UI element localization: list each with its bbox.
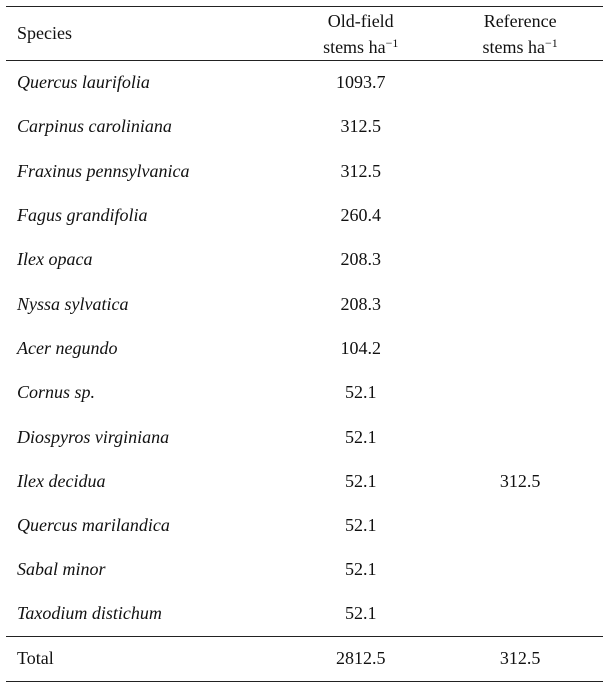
old-field-cell: 52.1 (344, 603, 377, 624)
table-row: Quercus marilandica 52.1 (6, 503, 603, 547)
old-field-cell: 208.3 (340, 293, 381, 314)
table-row: Taxodium distichum 52.1 (6, 592, 603, 636)
old-field-cell: 52.1 (344, 470, 377, 491)
species-density-table: Species Old-field stems ha−1 Reference s… (6, 6, 603, 682)
reference-cell (451, 415, 603, 459)
total-reference: 312.5 (451, 635, 603, 682)
old-field-cell: 52.1 (344, 515, 377, 536)
species-cell: Quercus laurifolia (17, 72, 150, 93)
table-row: Nyssa sylvatica 208.3 (6, 282, 603, 326)
old-field-cell: 52.1 (344, 382, 377, 403)
table-row: Carpinus caroliniana 312.5 (6, 105, 603, 149)
old-field-cell: 52.1 (344, 426, 377, 447)
species-cell: Cornus sp. (17, 382, 96, 403)
species-cell: Diospyros virginiana (17, 426, 170, 447)
old-field-header-line1: Old-field (327, 10, 394, 31)
header-row: Species Old-field stems ha−1 Reference s… (6, 6, 603, 61)
species-cell: Fraxinus pennsylvanica (17, 160, 190, 181)
species-cell: Quercus marilandica (17, 515, 170, 536)
reference-cell (451, 61, 603, 105)
table-row: Acer negundo 104.2 (6, 326, 603, 370)
species-header-label: Species (17, 23, 72, 43)
species-cell: Taxodium distichum (17, 603, 162, 624)
species-cell: Acer negundo (17, 337, 118, 358)
table-row: Fagus grandifolia 260.4 (6, 193, 603, 237)
reference-column-header: Reference stems ha−1 (451, 6, 603, 61)
table-row: Cornus sp. 52.1 (6, 371, 603, 415)
reference-cell (451, 548, 603, 592)
reference-header-line2: stems ha (482, 36, 546, 57)
reference-cell (451, 193, 603, 237)
old-field-header-superscript: −1 (385, 35, 399, 50)
table-header: Species Old-field stems ha−1 Reference s… (6, 6, 603, 61)
species-density-table-container: Species Old-field stems ha−1 Reference s… (6, 6, 603, 682)
reference-cell (451, 503, 603, 547)
reference-cell (451, 371, 603, 415)
reference-cell (451, 326, 603, 370)
species-cell: Sabal minor (17, 559, 106, 580)
reference-header-line1: Reference (483, 10, 557, 31)
species-column-header: Species (6, 6, 293, 61)
reference-cell (451, 105, 603, 149)
table-row: Quercus laurifolia 1093.7 (6, 61, 603, 105)
old-field-cell: 52.1 (344, 559, 377, 580)
species-cell: Nyssa sylvatica (17, 293, 129, 314)
table-body: Quercus laurifolia 1093.7 Carpinus carol… (6, 61, 603, 682)
old-field-cell: 312.5 (340, 160, 381, 181)
reference-cell (451, 592, 603, 636)
table-row: Diospyros virginiana 52.1 (6, 415, 603, 459)
table-row: Sabal minor 52.1 (6, 548, 603, 592)
reference-cell (451, 282, 603, 326)
old-field-header-line2: stems ha (323, 36, 386, 57)
species-cell: Ilex opaca (17, 249, 93, 270)
reference-header-line2-wrap: stems ha−1 (451, 32, 589, 58)
species-cell: Carpinus caroliniana (17, 116, 172, 137)
reference-cell (451, 149, 603, 193)
total-row: Total 2812.5 312.5 (6, 635, 603, 682)
old-field-cell: 104.2 (340, 337, 381, 358)
old-field-cell: 208.3 (340, 249, 381, 270)
old-field-column-header: Old-field stems ha−1 (292, 6, 452, 61)
total-old-field: 2812.5 (292, 635, 452, 682)
table-row: Ilex opaca 208.3 (6, 238, 603, 282)
reference-cell: 312.5 (499, 470, 541, 491)
old-field-cell: 312.5 (340, 116, 381, 137)
old-field-cell: 260.4 (340, 205, 381, 226)
old-field-cell: 1093.7 (335, 72, 386, 93)
table-row: Fraxinus pennsylvanica 312.5 (6, 149, 603, 193)
species-cell: Ilex decidua (17, 470, 106, 491)
old-field-header-line2-wrap: stems ha−1 (292, 32, 429, 58)
reference-cell (451, 238, 603, 282)
reference-header-superscript: −1 (545, 35, 558, 50)
species-cell: Fagus grandifolia (17, 205, 148, 226)
table-row: Ilex decidua 52.1 312.5 (6, 459, 603, 503)
total-label: Total (6, 635, 293, 682)
